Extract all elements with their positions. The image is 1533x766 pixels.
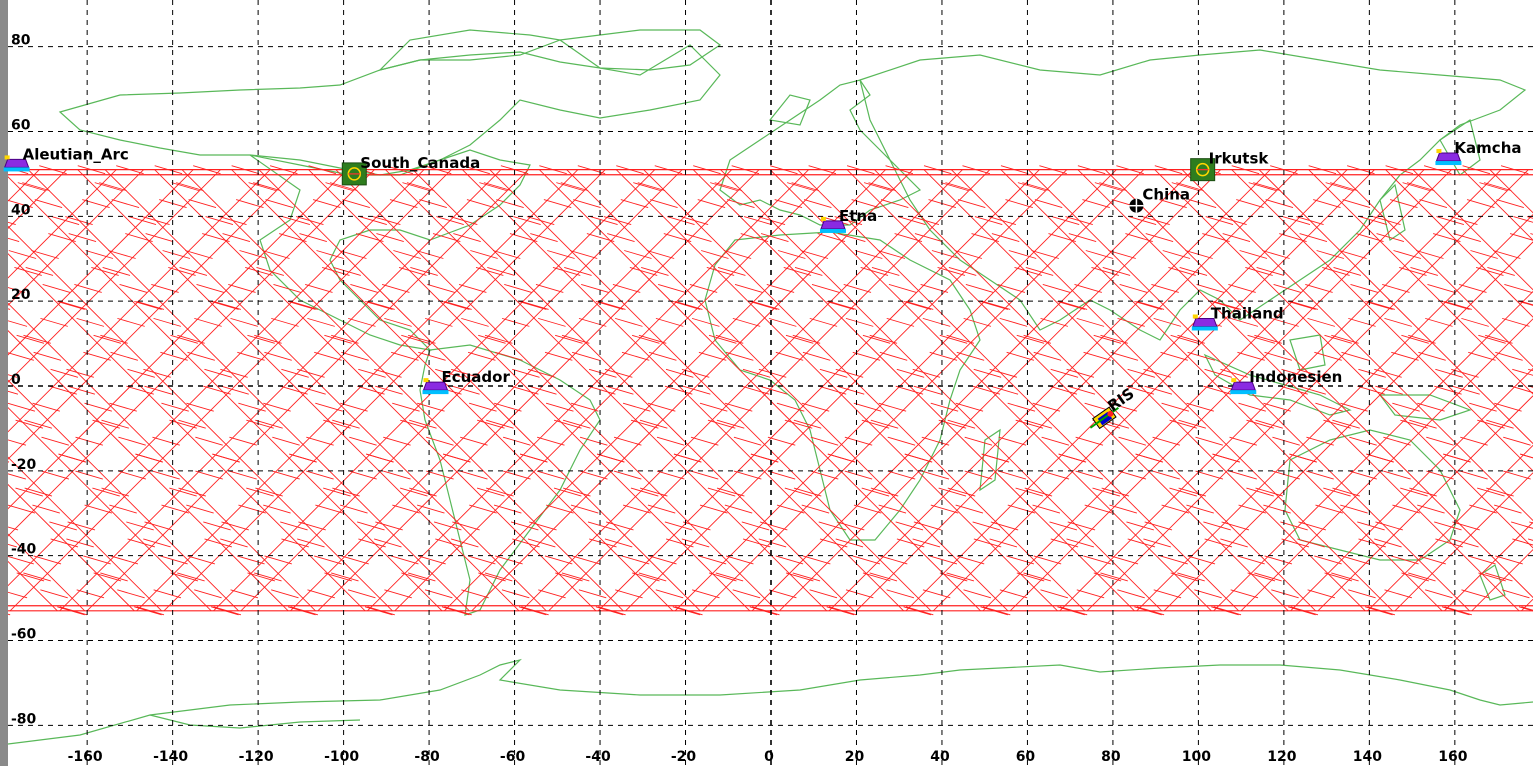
lat-tick-label: -60 [11,627,37,643]
swath-descending-5 [0,165,1533,616]
swath-ascending-10 [769,165,1239,616]
swath-descending-7 [136,165,606,616]
swath-descending-12 [520,165,991,616]
vehicle-icon [1435,149,1462,166]
swath-descending-10 [367,165,837,616]
landmass-british-isles [768,94,811,126]
site-label: Aleutian_Arc [23,145,129,163]
swath-descending-14 [674,165,1145,616]
landmass-north-america-north [58,44,721,176]
swath-descending-1 [0,165,1533,616]
landmass-indonesia [1203,353,1352,416]
landmass-antarctica [0,658,1533,746]
lon-tick-label: 20 [845,749,865,765]
site-label: Irkutsk [1209,150,1270,168]
lat-tick-label: 60 [11,117,31,133]
site-irkutsk: Irkutsk [1190,150,1270,182]
lat-tick-label: -80 [11,711,37,727]
landmass-antarctica-shelf [149,714,361,729]
lat-tick-label: 0 [11,372,21,388]
landmass-asia [859,49,1527,341]
lat-tick-label: 80 [11,33,31,49]
vehicle-icon [1191,314,1218,331]
swath-descending-15 [751,165,1221,616]
swath-ascending-2 [154,165,624,616]
site-south-canada: South_Canada [341,154,480,186]
site-aleutian: Aleutian_Arc [3,145,129,172]
lat-tick-label: 40 [11,202,31,218]
lon-tick-label: 140 [1353,749,1382,765]
axis-tick-labels: -160 -140 -120 -100 -80 -60 -40 -20 0 20 40 60 80 100… [11,33,1468,765]
lon-tick-label: -120 [239,749,274,765]
swath-ascending-19 [0,165,1533,616]
vehicle-icon [3,155,30,172]
lon-tick-label: 80 [1101,749,1121,765]
swath-ascending-15 [0,165,1533,616]
globe-icon [1129,198,1144,213]
site-label: China [1142,186,1190,204]
coverage-swaths [0,165,1533,616]
lon-tick-label: -80 [414,749,440,765]
lon-tick-label: -20 [671,749,697,765]
swath-ascending-3 [231,165,701,616]
swath-ascending-8 [615,165,1086,616]
site-kamchatka: Kamcha [1435,139,1522,166]
lon-tick-label: -100 [324,749,359,765]
lon-tick-label: -140 [153,749,188,765]
lon-tick-label: 120 [1267,749,1296,765]
lat-tick-label: -20 [11,457,37,473]
vehicle-icon [819,216,846,233]
swath-descending-16 [828,165,1298,616]
landmass-new-zealand [1479,564,1506,601]
site-label: Kamcha [1454,139,1521,157]
station-icon [341,162,367,186]
site-label: Ecuador [441,368,510,386]
site-indonesia: Indonesien [1230,368,1342,395]
lat-tick-label: 20 [11,287,31,303]
site-label: Etna [839,207,877,225]
vehicle-icon [422,378,449,395]
site-etna: Etna [819,207,877,233]
landmass-japan [1379,183,1406,241]
lon-tick-label: -60 [500,749,526,765]
swath-ascending-9 [692,165,1163,616]
landmass-madagascar [979,428,1001,492]
left-border [0,0,8,766]
site-ecuador: Ecuador [422,368,510,395]
site-thailand: Thailand [1191,304,1284,331]
lat-lon-grid [8,0,1533,766]
lon-tick-label: 160 [1438,749,1467,765]
swath-descending-11 [444,165,914,616]
landmass-south-america [419,344,601,616]
station-icon [1190,158,1216,182]
swath-descending-6 [59,165,529,616]
site-china: China [1129,186,1190,213]
lon-tick-label: 60 [1016,749,1036,765]
site-label: Indonesien [1249,368,1342,386]
lon-tick-label: 100 [1182,749,1211,765]
vehicle-icon [1230,378,1257,395]
lon-tick-label: 40 [930,749,950,765]
swath-ascending-16 [0,165,1533,616]
target-sites: Aleutian_Arc South_Canada Etna China Irkutsk… [3,139,1522,430]
lat-tick-label: -40 [11,542,37,558]
lon-tick-label: 0 [764,749,774,765]
landmass-greenland [558,29,722,71]
lon-tick-label: -40 [585,749,611,765]
landmass-borneo [1289,334,1326,371]
site-label: Thailand [1211,304,1284,322]
satellite-icon [1089,406,1119,430]
swath-ascending-17 [0,165,1533,616]
lon-tick-label: -160 [68,749,103,765]
landmass-north-america-south [249,149,531,351]
site-label: South_Canada [360,154,480,172]
swath-descending-19 [1059,165,1529,616]
